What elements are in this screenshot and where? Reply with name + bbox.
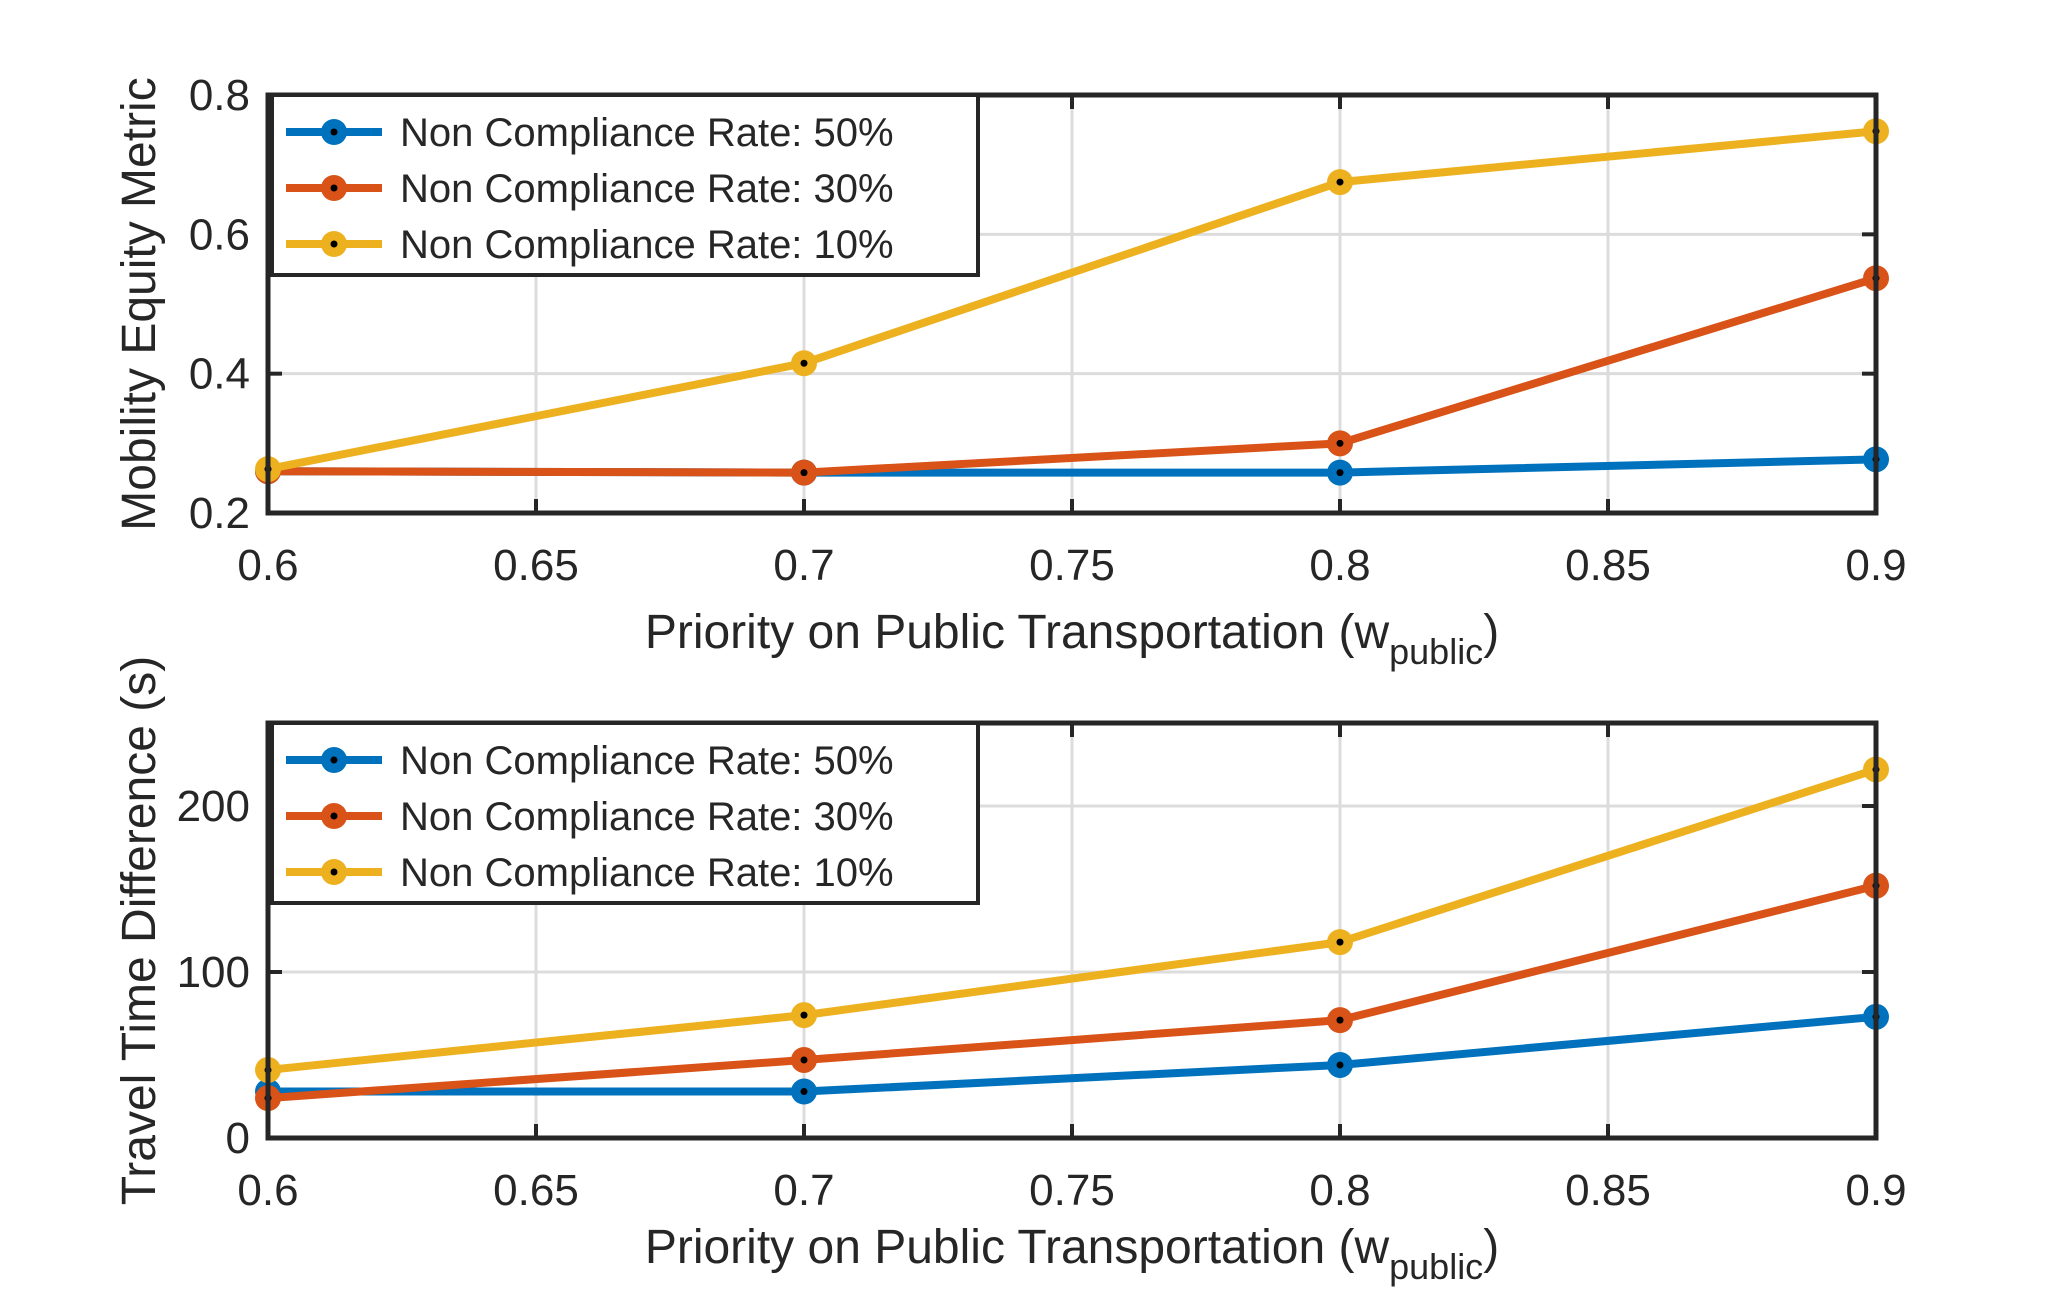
data-point-center bbox=[1336, 1016, 1344, 1024]
x-axis-label-main: Priority on Public Transportation (w bbox=[645, 1221, 1390, 1274]
series-line-0 bbox=[268, 1012, 1877, 1096]
data-point-center bbox=[800, 1088, 808, 1096]
x-tick-label: 0.9 bbox=[1845, 1166, 1906, 1215]
x-tick-label: 0.8 bbox=[1309, 1166, 1370, 1215]
data-point-center bbox=[800, 1011, 808, 1019]
chart-travel-time-difference: 0.6 0.65 0.7 0.75 0.8 0.85 0.9 0 100 200 Priority … bbox=[113, 656, 1907, 1287]
legend-label: Non Compliance Rate: 10% bbox=[400, 851, 894, 895]
x-tick-label: 0.9 bbox=[1845, 541, 1906, 590]
x-axis-label-subscript: public bbox=[1389, 631, 1483, 672]
legend-label: Non Compliance Rate: 50% bbox=[400, 111, 894, 155]
data-point-center bbox=[1336, 469, 1344, 477]
series-line-2 bbox=[267, 765, 1878, 1074]
chart-mobility-equity: 0.6 0.65 0.7 0.75 0.8 0.85 0.9 0.2 0.4 0.6 0.8 Prio… bbox=[113, 71, 1907, 672]
data-point-center bbox=[800, 469, 808, 477]
x-tick-label: 0.85 bbox=[1565, 541, 1651, 590]
legend-marker-center bbox=[330, 184, 338, 192]
x-axis-label-close: ) bbox=[1483, 1221, 1499, 1274]
data-point-center bbox=[1336, 1061, 1344, 1069]
x-tick-label: 0.75 bbox=[1029, 1166, 1115, 1215]
y-axis-label: Mobility Equity Metric bbox=[113, 77, 166, 530]
x-axis-label: Priority on Public Transportation (wpubl… bbox=[645, 606, 1499, 672]
y-tick-label: 0.4 bbox=[189, 350, 250, 399]
legend-label: Non Compliance Rate: 30% bbox=[400, 795, 894, 839]
data-point-center bbox=[800, 359, 808, 367]
y-tick-label: 200 bbox=[177, 782, 250, 831]
y-tick-label: 0.6 bbox=[189, 210, 250, 259]
legend-box bbox=[270, 93, 980, 277]
x-tick-label: 0.6 bbox=[237, 541, 298, 590]
legend-marker-center bbox=[330, 756, 338, 764]
x-axis-label-subscript: public bbox=[1389, 1246, 1483, 1287]
y-tick-label: 0.8 bbox=[189, 71, 250, 120]
x-tick-label: 0.65 bbox=[493, 541, 579, 590]
x-tick-label: 0.7 bbox=[773, 541, 834, 590]
series-line-1 bbox=[267, 881, 1877, 1103]
y-tick-label: 100 bbox=[177, 948, 250, 997]
data-point-center bbox=[1336, 178, 1344, 186]
x-tick-label: 0.65 bbox=[493, 1166, 579, 1215]
x-tick-label: 0.7 bbox=[773, 1166, 834, 1215]
series-line-1 bbox=[267, 274, 1878, 477]
data-point-center bbox=[1336, 938, 1344, 946]
x-tick-label: 0.75 bbox=[1029, 541, 1115, 590]
legend-box bbox=[270, 721, 980, 905]
legend-label: Non Compliance Rate: 30% bbox=[400, 167, 894, 211]
y-tick-label: 0.2 bbox=[189, 489, 250, 538]
x-tick-label: 0.8 bbox=[1309, 541, 1370, 590]
x-axis-label-main: Priority on Public Transportation (w bbox=[645, 606, 1390, 659]
y-axis-label: Travel Time Difference (s) bbox=[113, 656, 166, 1205]
y-tick-label: 0 bbox=[226, 1114, 250, 1163]
data-point-center bbox=[800, 1056, 808, 1064]
x-tick-label: 0.6 bbox=[237, 1166, 298, 1215]
legend-marker-center bbox=[330, 240, 338, 248]
legend-marker-center bbox=[330, 128, 338, 136]
x-tick-label: 0.85 bbox=[1565, 1166, 1651, 1215]
data-point-center bbox=[1336, 439, 1344, 447]
legend-label: Non Compliance Rate: 50% bbox=[400, 739, 894, 783]
x-axis-label-close: ) bbox=[1483, 606, 1499, 659]
x-axis-label: Priority on Public Transportation (wpubl… bbox=[645, 1221, 1499, 1287]
legend-marker-center bbox=[330, 868, 338, 876]
legend-marker-center bbox=[330, 812, 338, 820]
legend-label: Non Compliance Rate: 10% bbox=[400, 223, 894, 267]
series-line-2 bbox=[267, 127, 1877, 474]
